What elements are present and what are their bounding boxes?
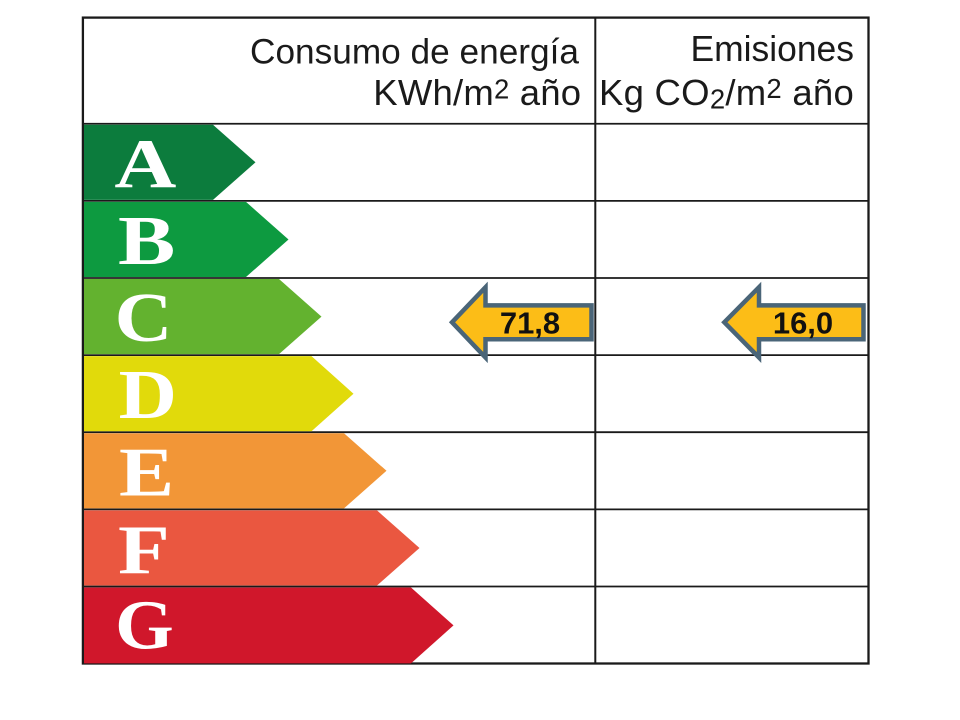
svg-text:D: D xyxy=(119,357,177,434)
svg-text:E: E xyxy=(119,434,174,511)
svg-text:Consumo de energía: Consumo de energía xyxy=(250,32,579,71)
svg-text:KWh/m2 año: KWh/m2 año xyxy=(373,72,581,113)
svg-text:A: A xyxy=(114,126,177,203)
svg-text:C: C xyxy=(115,280,173,357)
svg-text:G: G xyxy=(115,588,174,665)
svg-text:B: B xyxy=(118,203,175,280)
svg-text:16,0: 16,0 xyxy=(773,305,833,340)
svg-text:F: F xyxy=(118,512,170,589)
svg-text:Kg CO2/m2 año: Kg CO2/m2 año xyxy=(599,72,854,115)
svg-text:Emisiones: Emisiones xyxy=(691,28,855,69)
svg-text:71,8: 71,8 xyxy=(500,305,560,340)
